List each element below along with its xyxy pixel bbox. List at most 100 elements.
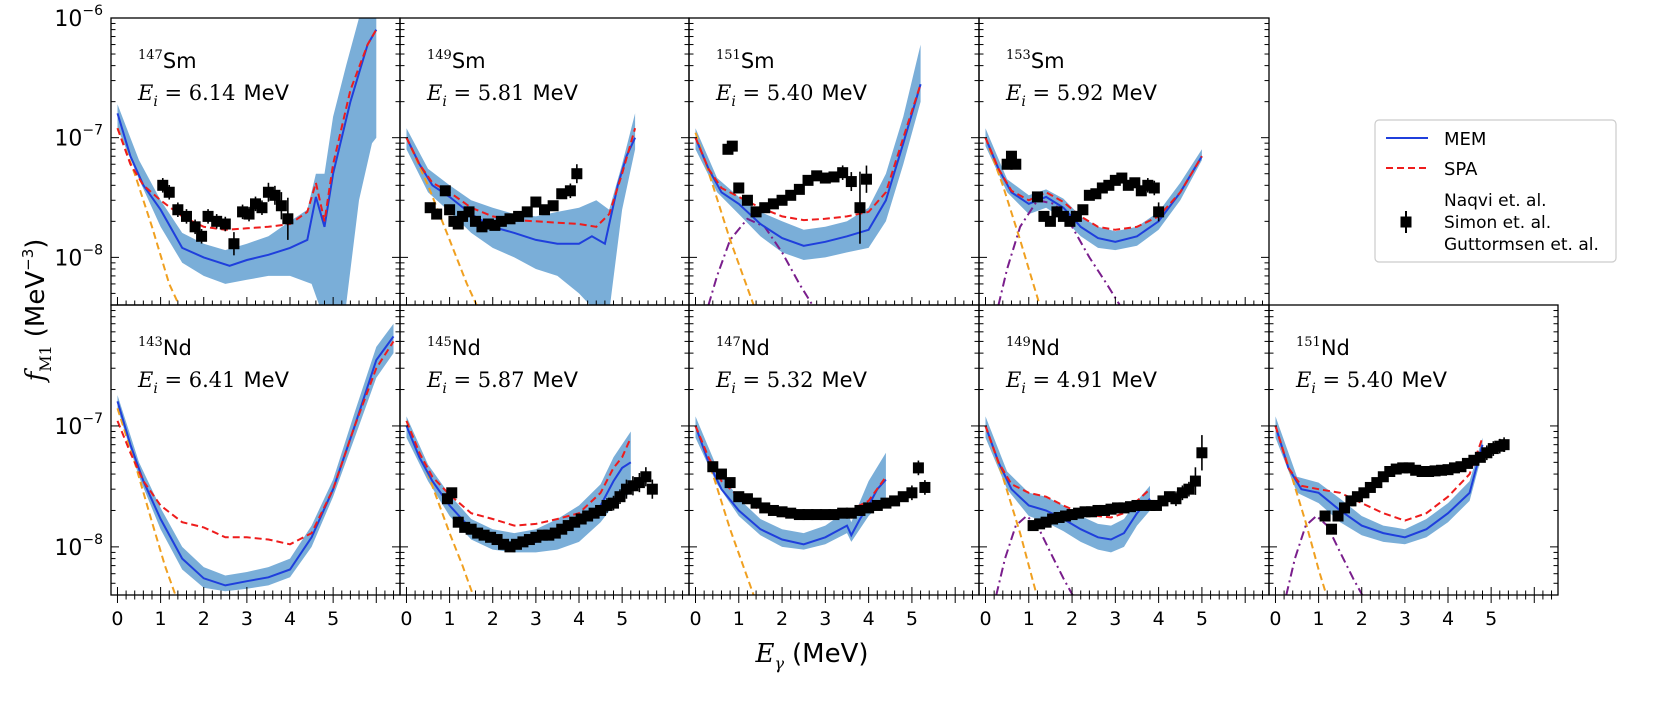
- panel-147nd-ticks: [689, 304, 979, 603]
- panel-145nd-data-point: [446, 487, 458, 499]
- panel-149sm-data-point: [457, 210, 469, 222]
- panel-147sm-data-point: [237, 206, 249, 218]
- panel-151sm-data-point: [726, 140, 738, 152]
- panel-149nd-data-point: [1124, 501, 1136, 513]
- panel-149sm-data-point: [504, 213, 516, 225]
- panel-149nd-data-point: [1112, 502, 1124, 514]
- panel-147nd-x-tick-label: 3: [819, 608, 831, 630]
- panel-151nd-x-tick-label: 5: [1485, 608, 1497, 630]
- panel-145nd: 0 1 2 3 4 5 145Nd Ei = 5.87 MeV: [399, 304, 690, 630]
- panel-145nd-data-point: [498, 538, 510, 550]
- panel-149nd-data-point: [1027, 520, 1039, 532]
- panel-147nd-data-point: [750, 497, 762, 509]
- panel-143nd-nucleus-label: 143Nd: [138, 335, 192, 360]
- panel-151nd-data-point: [1319, 510, 1331, 522]
- panel-147nd-data-point: [715, 468, 727, 480]
- panel-153sm-energy-label: Ei = 5.92 MeV: [1005, 81, 1158, 110]
- panel-151nd-x-tick-label: 4: [1442, 608, 1454, 630]
- panel-151sm-data-point: [837, 167, 849, 179]
- panel-145nd-data-point: [504, 541, 516, 553]
- panel-147nd-data-point: [707, 461, 719, 473]
- panel-145nd-data-point: [575, 513, 587, 525]
- panel-151sm-nucleus-label: 151Sm: [716, 48, 775, 73]
- panel-153sm-data-point: [1135, 185, 1147, 197]
- panel-151sm-plot-area: [694, 44, 922, 305]
- panel-147sm-data-point: [256, 202, 268, 214]
- panel-151nd-nucleus-label: 151Nd: [1296, 335, 1350, 360]
- panel-151sm-data-point: [733, 182, 745, 194]
- panel-145nd-ticks: [400, 304, 689, 603]
- panel-147nd-data-point: [724, 477, 736, 489]
- panel-151nd-data-point: [1403, 462, 1415, 474]
- panel-151nd-data-point: [1390, 463, 1402, 475]
- panel-145nd-data-point: [465, 523, 477, 535]
- panel-151sm-data-point: [828, 171, 840, 183]
- panel-145nd-data-point: [614, 491, 626, 503]
- panel-147sm-mem-uncertainty-band: [117, 18, 377, 305]
- panel-153sm-data-point: [1103, 179, 1115, 191]
- panel-149nd-x-tick-label: 4: [1153, 608, 1165, 630]
- panel-147nd-data-point: [919, 481, 931, 493]
- panel-153sm-data-point: [1090, 188, 1102, 200]
- panel-149nd-data-point: [1060, 510, 1072, 522]
- panel-151nd-mem-line: [1274, 425, 1484, 539]
- panel-149sm-plot-area: [405, 113, 637, 305]
- x-axis-label: Eγ (MeV): [754, 639, 868, 673]
- panel-147sm-y-tick-label: 10−8: [54, 242, 103, 271]
- panel-151nd-data-point: [1397, 462, 1409, 474]
- panel-145nd-data-point: [569, 516, 581, 528]
- panel-149sm-data-point: [476, 221, 488, 233]
- panel-149sm-data-point: [571, 168, 583, 180]
- panel-151nd-data-point: [1326, 523, 1338, 535]
- panel-149sm-data-point: [513, 210, 525, 222]
- panel-151sm: 151Sm Ei = 5.40 MeV: [688, 17, 980, 306]
- panel-143nd-spa-line: [116, 340, 395, 546]
- panel-149nd-data-point: [1118, 502, 1130, 514]
- x-axis-label-symbol: E: [754, 639, 774, 669]
- y-axis-label-unit: (MeV: [21, 271, 51, 338]
- panel-149nd-data-point: [1157, 495, 1169, 507]
- panel-149nd-x-tick-label: 5: [1196, 608, 1208, 630]
- panel-145nd-data-point: [608, 497, 620, 509]
- panel-151nd-spa-line: [1274, 425, 1484, 522]
- panel-149nd-data-point: [1086, 506, 1098, 518]
- panel-153sm-data-point: [1070, 210, 1082, 222]
- panel-147nd-x-tick-label: 0: [689, 608, 701, 630]
- panel-145nd-data-point: [640, 471, 652, 483]
- panel-147nd-data-point: [906, 487, 918, 499]
- panel-151nd-plot-area: [1274, 416, 1510, 595]
- panel-153sm-data-point: [1129, 177, 1141, 189]
- panel-149nd-data-point: [1137, 499, 1149, 511]
- panel-147nd-data-point: [863, 502, 875, 514]
- panel-143nd-x-tick-label: 4: [284, 608, 296, 630]
- panel-147sm-low-energy-fit-line: [116, 127, 181, 305]
- panel-149nd-data-point: [1163, 491, 1175, 503]
- panel-147sm-data-point: [250, 198, 261, 210]
- panel-145nd-data-point: [459, 521, 471, 533]
- panel-147sm-data-point: [243, 208, 255, 220]
- panel-147nd-data-point: [759, 502, 771, 514]
- panel-151nd-energy-label: Ei = 5.40 MeV: [1295, 368, 1448, 397]
- panel-147sm-data-point: [282, 213, 294, 225]
- panel-149nd-data-point: [1170, 493, 1182, 505]
- panel-145nd-data-point: [549, 527, 561, 539]
- panel-147nd-x-tick-label: 4: [863, 608, 875, 630]
- panel-149nd-data-point: [1099, 504, 1111, 516]
- panel-147nd-x-tick-label: 5: [906, 608, 918, 630]
- panel-151sm-data-point: [759, 202, 771, 214]
- panel-145nd-data-point: [633, 477, 645, 489]
- legend-data-label-2: Simon et. al.: [1444, 213, 1551, 233]
- panel-147nd-data-point: [837, 507, 849, 519]
- panel-145nd-data-point: [517, 536, 529, 548]
- panel-151sm-data-point: [793, 183, 805, 195]
- panel-145nd-data-point: [536, 529, 548, 541]
- panel-149sm-spa-line: [405, 127, 637, 228]
- panel-151nd-data-point: [1332, 510, 1344, 522]
- panel-153sm-data-point: [1116, 172, 1128, 184]
- panel-151sm-data-point: [854, 202, 866, 214]
- panel-145nd-data-point: [530, 531, 542, 543]
- panel-149sm-data-point: [547, 200, 559, 212]
- panel-145nd-data-point: [562, 520, 574, 532]
- panel-147nd-data-point: [776, 506, 788, 518]
- panel-149sm-data-point: [556, 188, 568, 200]
